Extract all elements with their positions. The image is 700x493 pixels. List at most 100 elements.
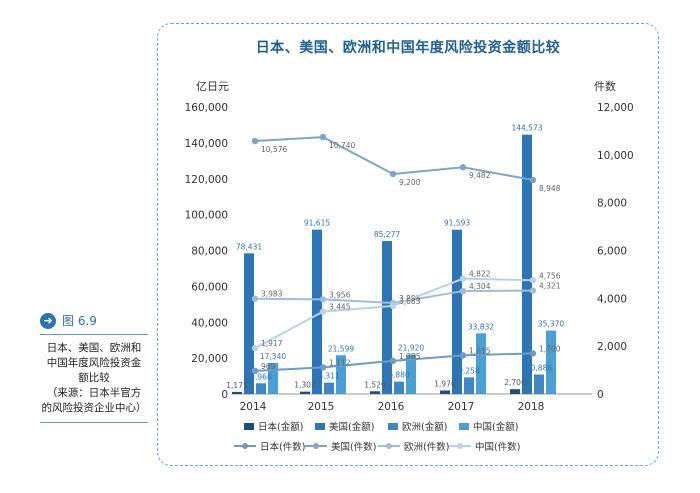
line-point	[251, 137, 259, 145]
line-point	[459, 275, 467, 282]
bar	[324, 382, 334, 394]
line-value-label: 4,321	[539, 282, 561, 291]
bar	[382, 241, 392, 394]
legend-swatch-bar	[315, 423, 325, 430]
line-value-label: 1,917	[261, 339, 283, 348]
line-point	[251, 367, 259, 375]
bar	[452, 229, 462, 394]
line-value-label: 3,956	[329, 290, 351, 299]
y-left-tick-label: 160,000	[185, 102, 228, 114]
x-tick-label: 2017	[448, 401, 475, 413]
bar-value-label: 1,171	[226, 381, 248, 390]
bar	[256, 383, 266, 394]
chart-frame	[157, 23, 659, 466]
y-right-tick-label: 2,000	[597, 341, 627, 353]
line-point	[529, 176, 537, 184]
bar	[464, 377, 474, 394]
bar-value-label: 17,340	[260, 352, 286, 361]
y-right-tick-label: 10,000	[597, 150, 634, 162]
legend-swatch-marker	[457, 443, 463, 449]
y-left-tick-label: 140,000	[185, 138, 228, 150]
legend-label: 中国(金额)	[473, 421, 518, 433]
bar-value-label: 1,976	[434, 379, 456, 388]
figure-number: 图 6.9	[62, 314, 97, 328]
series-line	[254, 277, 534, 350]
bar	[312, 229, 322, 394]
bar-value-label: 1,529	[364, 380, 386, 389]
x-tick-label: 2016	[378, 401, 405, 413]
line-point	[319, 364, 327, 371]
x-tick-label: 2018	[518, 401, 545, 413]
y-right-tick-label: 8,000	[597, 198, 627, 210]
line-value-label: 4,304	[469, 282, 491, 291]
y-left-tick-label: 60,000	[191, 281, 228, 293]
x-tick-label: 2014	[240, 401, 267, 413]
bar	[336, 355, 346, 394]
bar-value-label: 33,832	[468, 322, 494, 331]
bar-value-label: 35,370	[538, 320, 564, 329]
bar	[370, 391, 380, 394]
line-point	[529, 350, 537, 357]
y-left-tick-label: 100,000	[185, 210, 228, 222]
line-point	[459, 287, 467, 295]
bar-value-label: 6,311	[318, 372, 340, 381]
bar	[394, 381, 404, 394]
figure-label: ➜ 图 6.9	[40, 312, 148, 335]
bar	[534, 374, 544, 394]
bar-value-label: 21,599	[328, 344, 354, 353]
line-point	[251, 344, 259, 352]
bar	[244, 253, 254, 394]
bar-value-label: 144,573	[511, 124, 542, 133]
figure-caption-panel: ➜ 图 6.9 日本、美国、欧洲和 中国年度风险投资金 额比较 （来源：日本半官…	[40, 312, 148, 423]
line-value-label: 3,983	[261, 290, 283, 299]
y-right-tick-label: 0	[597, 389, 604, 401]
legend-swatch-bar	[244, 423, 254, 430]
legend-label: 美国(件数)	[331, 441, 376, 453]
line-value-label: 1,700	[539, 344, 561, 353]
line-value-label: 3,445	[329, 303, 351, 312]
line-value-label: 1,112	[329, 358, 351, 367]
line-value-label: 8,948	[539, 184, 561, 193]
bar-value-label: 1,302	[294, 381, 316, 390]
line-value-label: 969	[261, 362, 276, 371]
line-point	[529, 287, 537, 294]
line-point	[459, 352, 467, 359]
line-value-label: 10,740	[329, 141, 355, 150]
legend-label: 美国(金额)	[329, 421, 374, 433]
line-value-label: 9,200	[399, 178, 421, 187]
line-value-label: 3,683	[399, 297, 421, 306]
line-point	[319, 133, 327, 141]
legend-swatch-marker	[386, 443, 392, 449]
line-point	[389, 170, 397, 178]
legend-swatch-bar	[388, 423, 398, 430]
x-tick-label: 2015	[308, 401, 335, 413]
line-value-label: 10,576	[261, 145, 287, 154]
y-right-tick-label: 12,000	[597, 102, 634, 114]
legend-label: 日本(件数)	[260, 441, 305, 453]
bar	[510, 389, 520, 394]
y-axis-right-title: 件数	[594, 80, 616, 93]
y-axis-left-title: 亿日元	[196, 80, 229, 93]
line-point	[319, 308, 327, 315]
chart-title: 日本、美国、欧洲和中国年度风险投资金额比较	[255, 40, 561, 56]
line-point	[389, 302, 397, 310]
bar-value-label: 10,886	[526, 363, 552, 372]
line-point	[389, 357, 397, 365]
line-value-label: 1,615	[469, 346, 491, 355]
line-point	[529, 277, 537, 284]
y-left-tick-label: 20,000	[191, 353, 228, 365]
bar-value-label: 5,968	[250, 372, 272, 381]
legend-label: 欧洲(金额)	[402, 421, 447, 433]
y-left-tick-label: 80,000	[191, 246, 228, 258]
y-right-tick-label: 6,000	[597, 246, 627, 258]
bar	[232, 391, 242, 394]
line-value-label: 4,756	[539, 271, 561, 280]
bar	[300, 391, 310, 394]
legend-label: 日本(金额)	[258, 421, 303, 433]
line-point	[251, 295, 259, 302]
bar-value-label: 2,706	[504, 378, 526, 387]
legend-swatch-marker	[313, 443, 319, 449]
line-value-label: 9,482	[469, 171, 491, 180]
bar	[268, 362, 278, 394]
legend-label: 欧洲(件数)	[404, 441, 449, 453]
